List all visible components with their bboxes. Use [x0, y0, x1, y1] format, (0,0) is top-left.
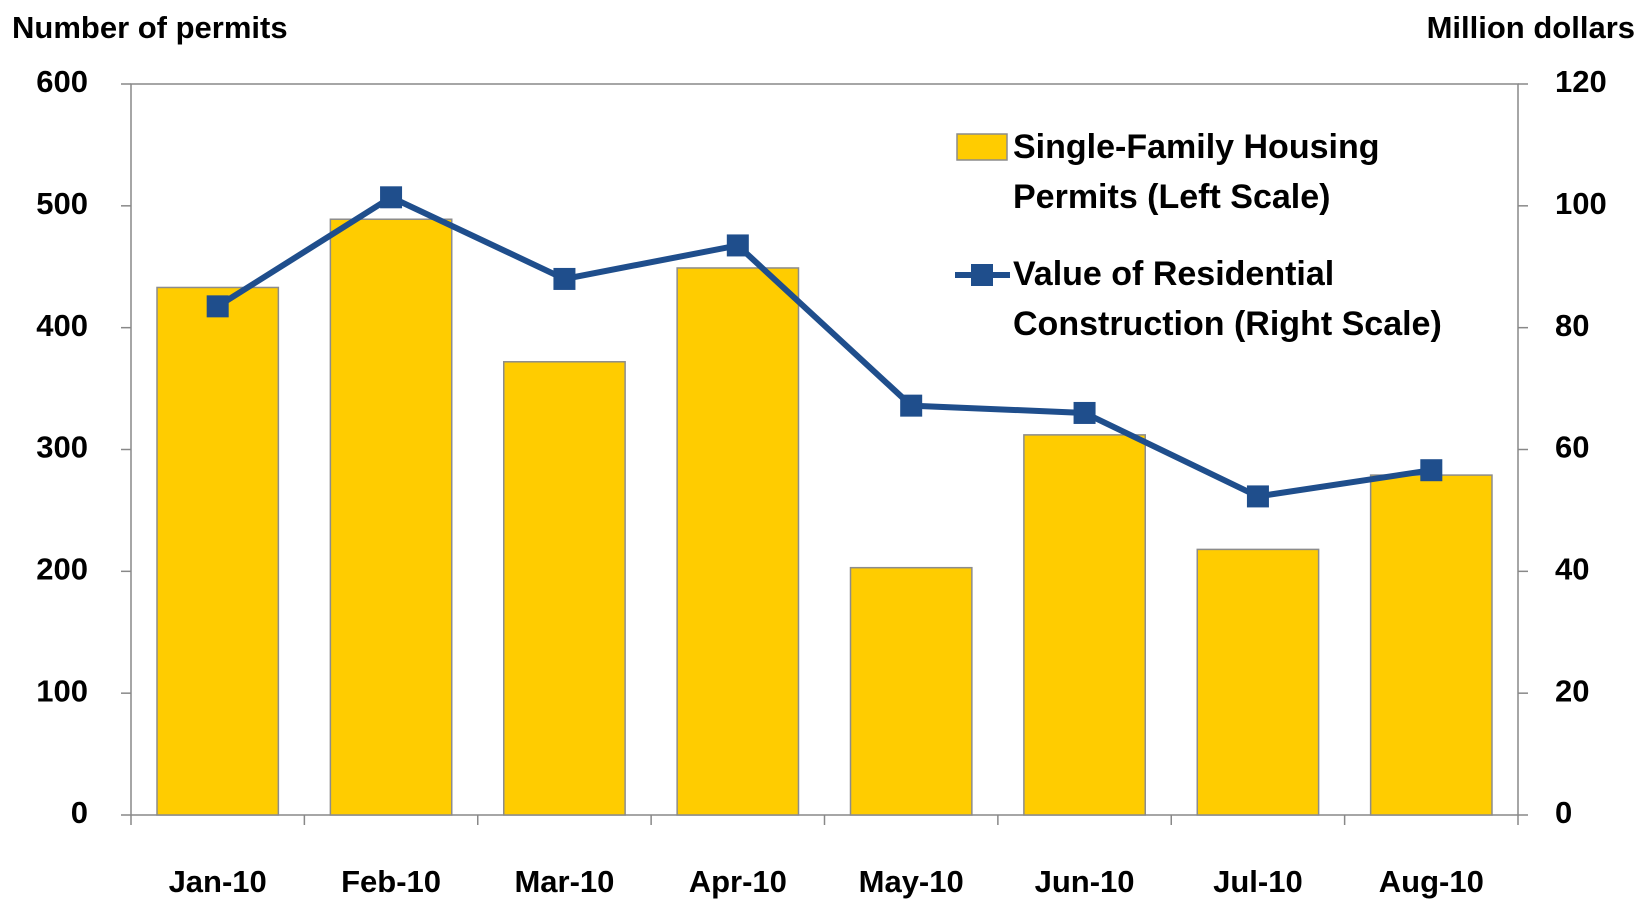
marker [1073, 401, 1096, 424]
bar [156, 286, 280, 816]
y-tick-label: 300 [36, 430, 88, 465]
bar [1369, 474, 1493, 816]
y-tick-label: 500 [36, 186, 88, 221]
legend-swatch [971, 264, 993, 286]
x-tick-label: Jun-10 [1035, 864, 1135, 899]
bar [1196, 548, 1320, 816]
y-tick-label: 0 [71, 795, 88, 830]
x-tick-label: Apr-10 [689, 864, 787, 899]
x-tick-label: May-10 [859, 864, 964, 899]
y-tick-label: 400 [36, 308, 88, 343]
x-tick-label: Feb-10 [341, 864, 441, 899]
y2-axis-title: Million dollars [1427, 10, 1635, 45]
x-tick-label: Mar-10 [514, 864, 614, 899]
y-tick-label: 100 [36, 673, 88, 708]
y-tick-label: 200 [36, 552, 88, 587]
y-axis-title: Number of permits [12, 10, 288, 45]
bar [329, 218, 453, 816]
marker [726, 234, 749, 257]
bar [503, 361, 626, 816]
bar [676, 267, 800, 816]
y2-tick-label: 20 [1555, 673, 1589, 708]
legend-label: Value of Residential Construction (Right… [1013, 255, 1442, 343]
legend-label: Single-Family Housing Permits (Left Scal… [1013, 128, 1380, 216]
marker [1246, 485, 1269, 508]
y-tick-label: 600 [36, 64, 88, 99]
marker [900, 394, 923, 417]
legend-swatch [956, 133, 1008, 161]
marker [380, 186, 403, 209]
x-tick-label: Jan-10 [169, 864, 267, 899]
y2-tick-label: 100 [1555, 186, 1607, 221]
y2-tick-label: 60 [1555, 430, 1589, 465]
marker [206, 295, 229, 318]
y2-tick-label: 80 [1555, 308, 1589, 343]
y2-tick-label: 120 [1555, 64, 1607, 99]
marker [1420, 459, 1443, 482]
bar [849, 566, 973, 816]
x-tick-label: Jul-10 [1213, 864, 1303, 899]
x-tick-label: Aug-10 [1379, 864, 1484, 899]
y2-tick-label: 0 [1555, 795, 1572, 830]
line [216, 193, 1432, 500]
marker [553, 267, 576, 290]
bar [1023, 434, 1146, 816]
y2-tick-label: 40 [1555, 552, 1589, 587]
